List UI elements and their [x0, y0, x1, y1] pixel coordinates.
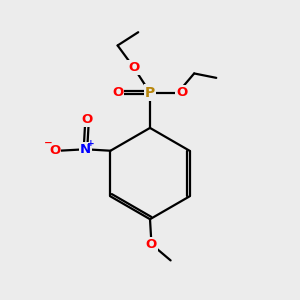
Text: +: +: [87, 140, 94, 148]
Text: −: −: [44, 137, 53, 148]
Text: O: O: [81, 113, 92, 126]
Text: O: O: [146, 238, 157, 251]
Text: P: P: [145, 85, 155, 100]
Text: N: N: [80, 143, 91, 156]
Text: O: O: [112, 86, 123, 99]
Text: O: O: [128, 61, 140, 74]
Text: O: O: [176, 86, 187, 99]
Text: O: O: [49, 144, 60, 157]
